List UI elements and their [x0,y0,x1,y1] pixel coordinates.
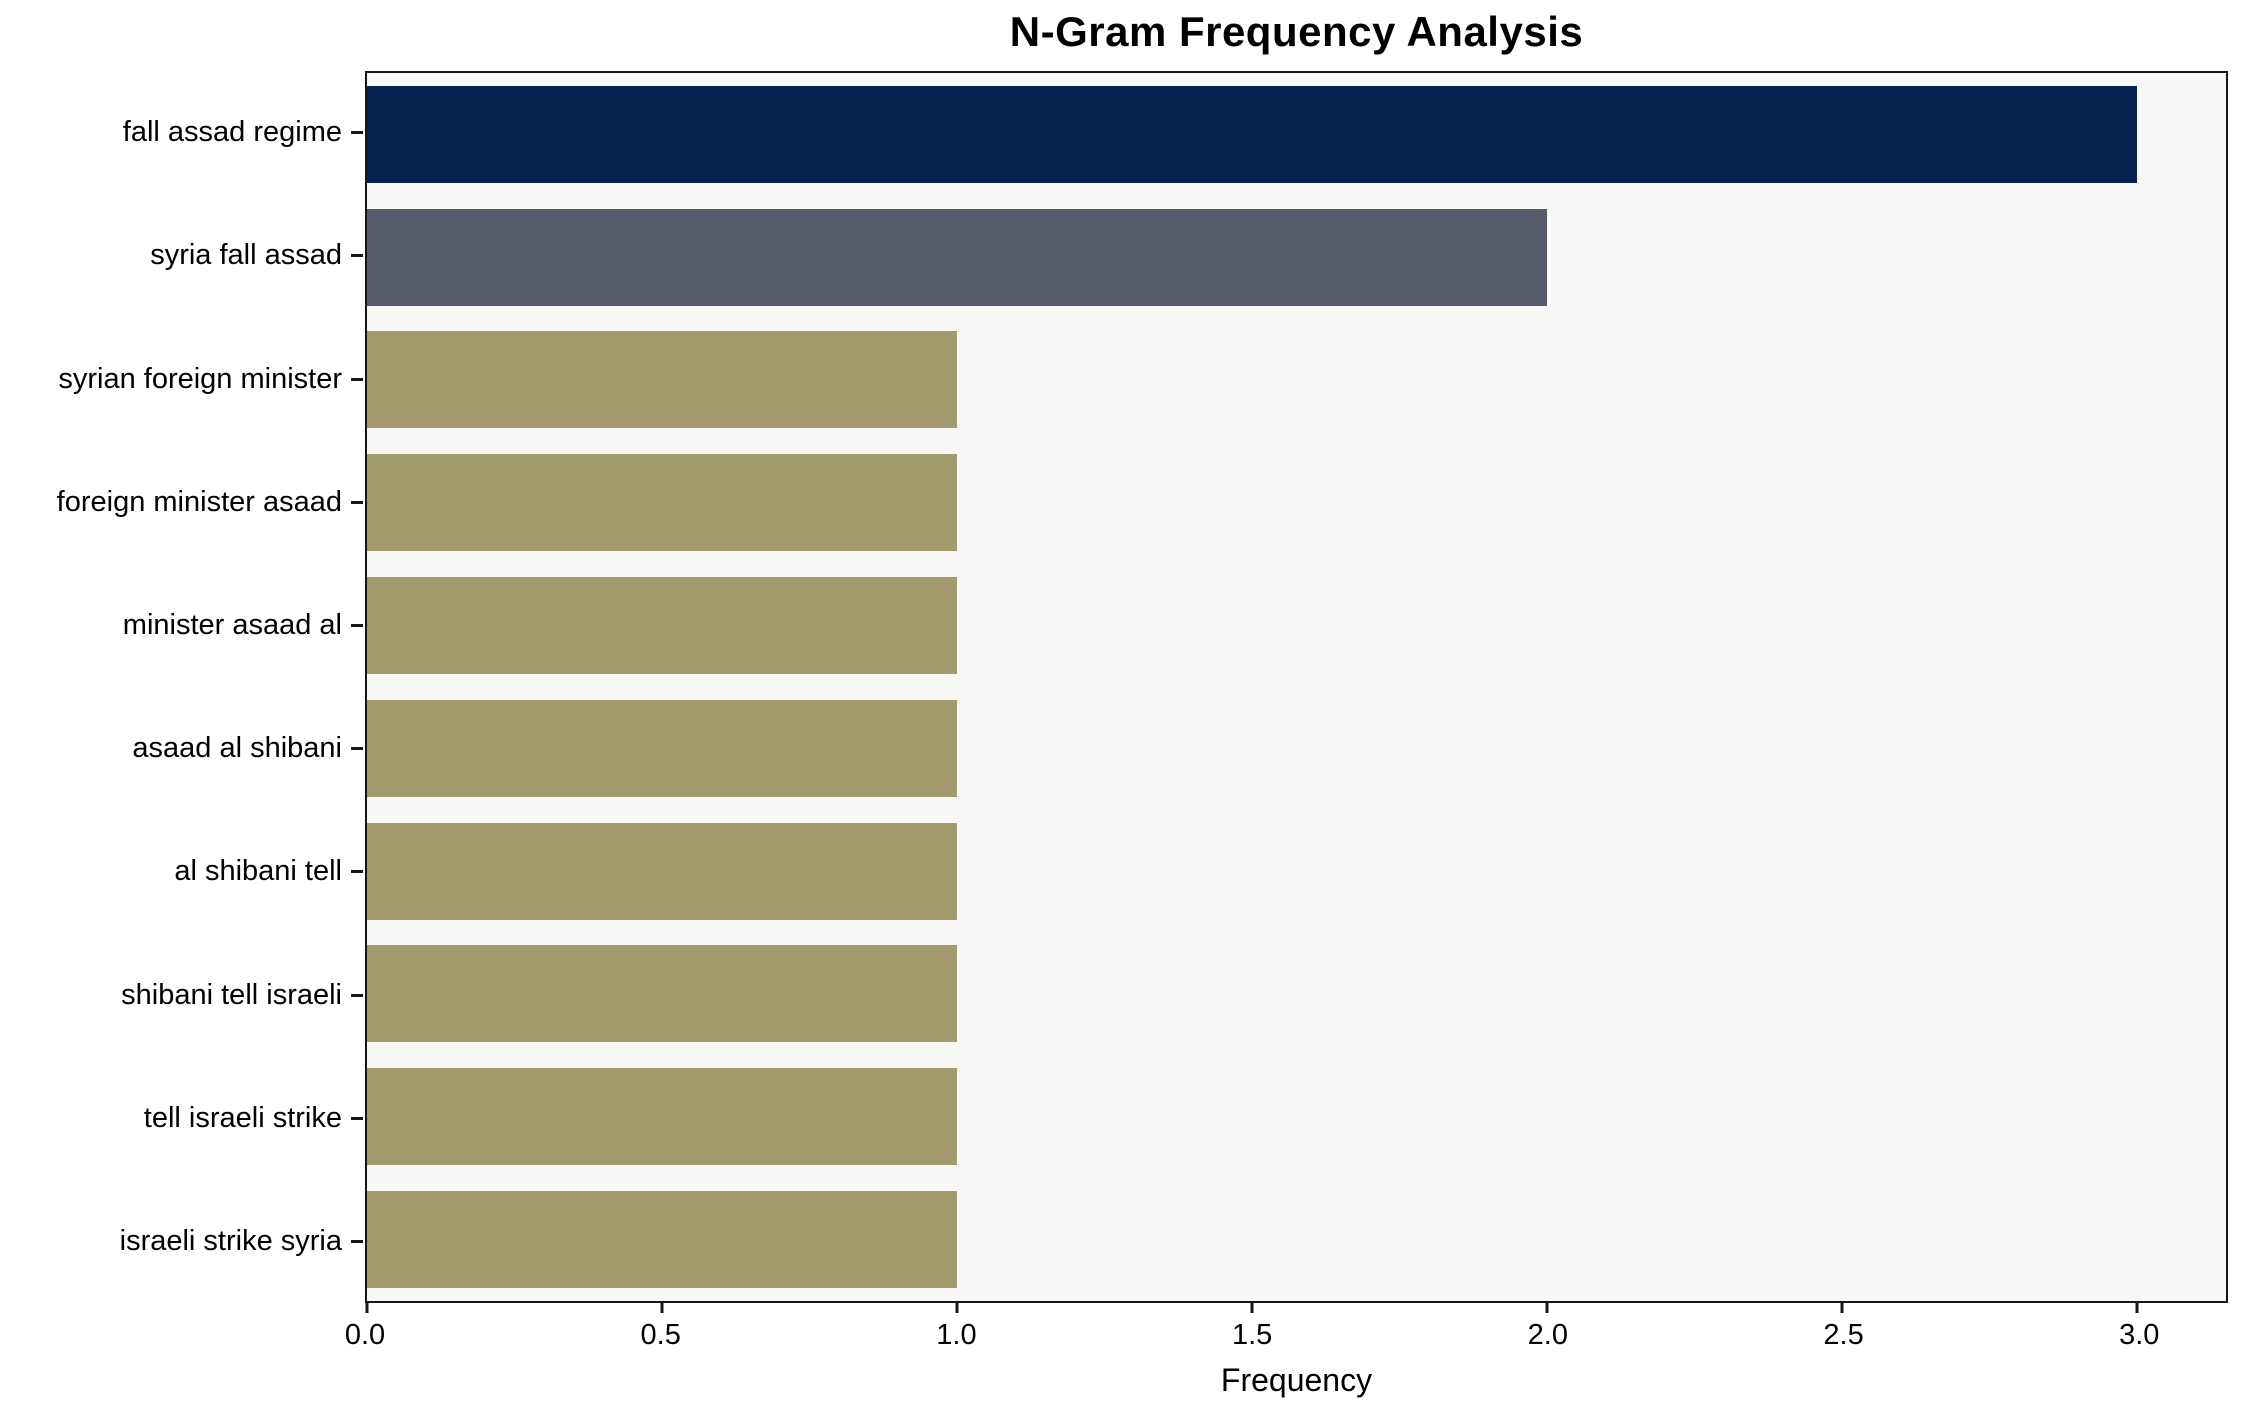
y-label-row: syria fall assad [0,194,363,317]
y-tick-mark [351,993,363,997]
x-tick-label: 2.0 [1527,1319,1569,1351]
bar-row [367,564,2226,687]
y-label-row: syrian foreign minister [0,317,363,440]
bar-row [367,1055,2226,1178]
y-tick-label: syria fall assad [150,239,342,272]
x-tick-mark [955,1301,959,1313]
y-tick-label: foreign minister asaad [56,485,342,518]
bar-israeli-strike-syria [367,1191,958,1289]
bar-foreign-minister-asaad [367,454,958,552]
y-label-row: fall assad regime [0,71,363,194]
x-tick-label: 3.0 [2119,1319,2160,1351]
bar-syria-fall-assad [367,208,1548,306]
y-tick-mark [351,870,363,874]
y-axis-labels: fall assad regime syria fall assad syrian … [0,71,363,1303]
y-tick-mark [351,254,363,258]
plot-area [365,71,2228,1313]
x-axis-tick-labels: 0.0 0.5 1.0 1.5 2.0 2.5 3.0 [345,1319,2228,1355]
x-tick-mark [660,1301,664,1313]
x-tick-label: 1.5 [1231,1319,1273,1351]
y-tick-label: fall assad regime [122,116,342,149]
x-tick-mark [1250,1301,1254,1313]
x-tick-mark [365,1301,369,1313]
bar-row [367,810,2226,933]
x-tick-label: 1.0 [936,1319,977,1351]
x-tick-mark [1545,1301,1549,1313]
y-tick-label: shibani tell israeli [121,978,342,1011]
x-tick-mark [2135,1301,2139,1313]
y-label-row: foreign minister asaad [0,441,363,564]
bar-row [367,933,2226,1056]
bars-container [367,73,2226,1301]
bar-row [367,73,2226,196]
y-tick-label: al shibani tell [174,855,342,888]
y-tick-mark [351,1239,363,1243]
y-tick-mark [351,623,363,627]
y-tick-label: israeli strike syria [119,1224,342,1257]
bar-al-shibani-tell [367,822,958,920]
bar-minister-asaad-al [367,577,958,675]
y-tick-mark [351,747,363,751]
y-tick-label: tell israeli strike [143,1101,342,1134]
chart-title: N-Gram Frequency Analysis [1009,8,1584,55]
y-label-row: tell israeli strike [0,1057,363,1180]
bar-row [367,441,2226,564]
bar-tell-israeli-strike [367,1068,958,1166]
x-tick-mark [1840,1301,1844,1313]
y-tick-mark [351,131,363,135]
y-tick-mark [351,1116,363,1120]
y-label-row: asaad al shibani [0,687,363,810]
y-tick-mark [351,377,363,381]
y-label-row: israeli strike syria [0,1180,363,1303]
y-tick-label: asaad al shibani [132,732,342,765]
bar-row [367,687,2226,810]
y-tick-label: minister asaad al [122,608,342,641]
x-tick-label: 0.5 [640,1319,681,1351]
bar-row [367,319,2226,442]
bar-row [367,1178,2226,1301]
y-label-row: al shibani tell [0,810,363,933]
x-tick-label: 2.5 [1823,1319,1864,1351]
bar-asaad-al-shibani [367,699,958,797]
y-tick-mark [351,500,363,504]
x-axis-label: Frequency [1220,1362,1373,1398]
bar-fall-assad-regime [367,85,2138,183]
y-tick-label: syrian foreign minister [58,362,342,395]
y-label-row: shibani tell israeli [0,933,363,1056]
bar-syrian-foreign-minister [367,331,958,429]
y-label-row: minister asaad al [0,564,363,687]
bar-row [367,196,2226,319]
bar-shibani-tell-israeli [367,945,958,1043]
x-tick-label: 0.0 [344,1319,386,1351]
